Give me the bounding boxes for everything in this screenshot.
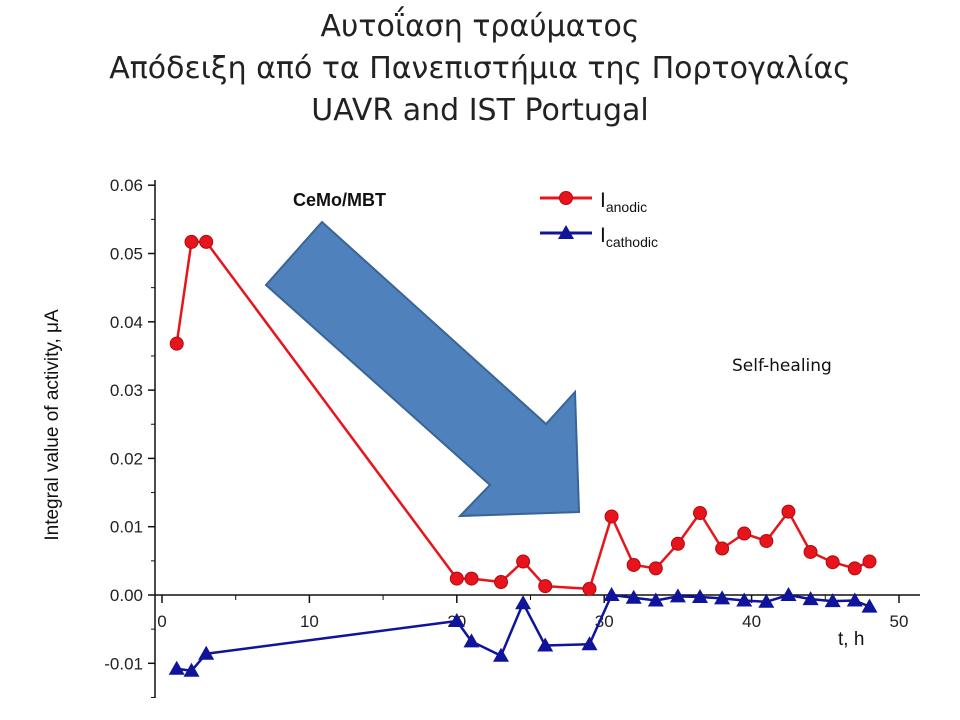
data-point-cathodic (714, 590, 731, 605)
data-point-cathodic (758, 593, 775, 608)
data-point-cathodic (625, 589, 642, 604)
data-point-cathodic (780, 587, 797, 601)
legend: Ianodic Icathodic (540, 189, 658, 250)
y-tick-label: -0.01 (104, 654, 143, 673)
data-point-anodic (449, 571, 464, 586)
x-tick-label: 30 (595, 612, 614, 631)
data-point-anodic (582, 581, 597, 596)
data-point-cathodic (581, 636, 598, 651)
data-point-cathodic (692, 589, 708, 603)
y-tick-label: 0.00 (110, 586, 143, 605)
legend-anodic-marker (559, 191, 573, 205)
legend-cathodic-subscript: cathodic (606, 234, 658, 250)
data-point-cathodic (861, 598, 878, 613)
data-point-anodic (494, 575, 509, 590)
series-line-cathodic (176, 593, 870, 673)
y-tick-label: 0.01 (110, 518, 143, 537)
data-point-cathodic (448, 613, 465, 627)
data-point-anodic (648, 561, 663, 576)
data-point-anodic (737, 526, 752, 541)
data-point-anodic (862, 554, 877, 569)
slide-title-line-1: Αυτοΐαση τραύματος (320, 9, 640, 44)
data-point-cathodic (846, 592, 863, 607)
data-point-anodic (464, 571, 479, 586)
self-healing-note: Self-healing (732, 356, 832, 376)
data-point-anodic (538, 579, 553, 594)
data-point-anodic (670, 536, 685, 551)
data-point-anodic (847, 561, 862, 576)
data-point-anodic (803, 544, 818, 559)
slide-title: Αυτοΐαση τραύματος Απόδειξη από τα Πανεπ… (0, 6, 960, 132)
x-axis-title: t, h (838, 629, 864, 650)
data-point-cathodic (463, 633, 480, 648)
chart-axes: -0.010.000.010.020.030.040.050.060102030… (104, 176, 920, 698)
data-point-anodic (825, 555, 840, 570)
legend-anodic-symbol: I (600, 189, 606, 212)
legend-cathodic-marker (558, 225, 574, 239)
arrow-label: CeMo/MBT (293, 190, 386, 210)
data-point-cathodic (647, 592, 664, 607)
data-point-anodic (604, 509, 619, 524)
y-tick-label: 0.04 (110, 313, 143, 332)
x-tick-label: 0 (157, 612, 166, 631)
x-tick-label: 40 (742, 612, 761, 631)
data-point-anodic (693, 506, 708, 521)
y-tick-label: 0.03 (110, 381, 143, 400)
data-point-cathodic (802, 591, 819, 606)
y-tick-label: 0.05 (110, 245, 143, 264)
data-point-cathodic (168, 660, 185, 675)
data-point-anodic (626, 557, 641, 572)
data-point-anodic (169, 336, 184, 351)
data-point-anodic (516, 554, 531, 569)
legend-cathodic-symbol: I (600, 224, 606, 247)
data-point-anodic (184, 234, 199, 249)
data-point-cathodic (493, 647, 509, 662)
data-point-anodic (781, 504, 796, 519)
data-point-cathodic (824, 593, 841, 608)
series-layer (168, 234, 878, 677)
x-tick-label: 50 (890, 612, 909, 631)
y-axis-title: Integral value of activity, μA (42, 309, 63, 541)
y-tick-label: 0.06 (110, 176, 143, 195)
legend-anodic-label: Ianodic (600, 189, 647, 215)
data-point-anodic (715, 541, 730, 556)
data-point-cathodic (198, 645, 215, 660)
x-tick-label: 10 (300, 612, 319, 631)
slide-title-line-3: UAVR and IST Portugal (311, 93, 649, 128)
data-point-anodic (759, 534, 774, 549)
y-tick-label: 0.02 (110, 449, 143, 468)
data-point-cathodic (515, 595, 532, 610)
series-line-anodic (175, 240, 871, 591)
data-point-cathodic (669, 588, 686, 603)
legend-anodic-subscript: anodic (606, 199, 647, 215)
data-point-cathodic (183, 662, 200, 677)
data-point-anodic (199, 234, 214, 249)
slide-title-line-2: Απόδειξη από τα Πανεπιστήμια της Πορτογα… (109, 51, 851, 86)
data-point-cathodic (537, 637, 554, 652)
legend-cathodic-label: Icathodic (600, 224, 658, 250)
data-point-cathodic (603, 587, 620, 601)
cemo-mbt-arrow (264, 220, 581, 518)
data-point-cathodic (736, 592, 753, 607)
